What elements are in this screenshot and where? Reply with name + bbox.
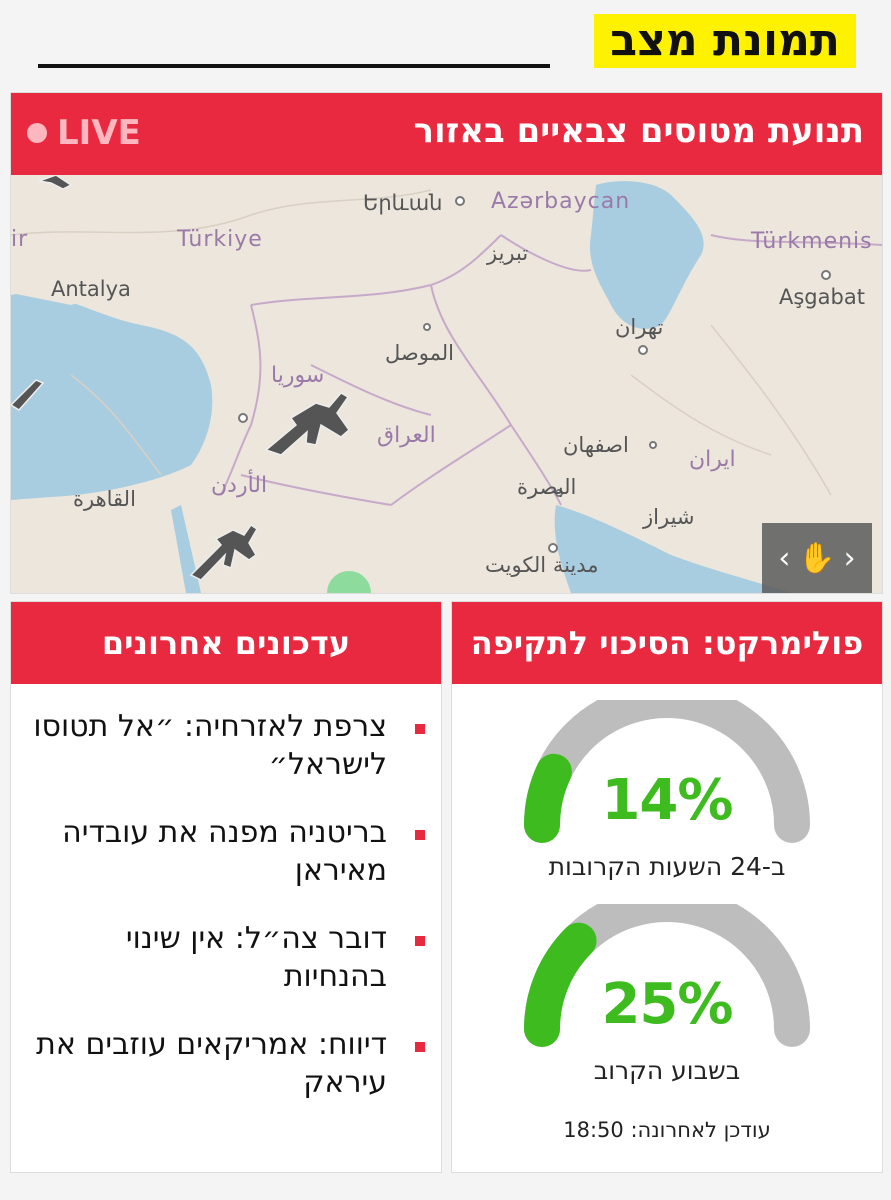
hand-icon: ✋ xyxy=(798,540,836,576)
live-dot-icon xyxy=(27,123,47,143)
map-label-left-edge: ir xyxy=(11,227,29,252)
update-item[interactable]: דובר צה״ל: אין שינוי בהנחיות xyxy=(31,920,425,996)
map-label-antalya: Antalya xyxy=(51,277,131,301)
map-label-kuwait: مدينة الكويت xyxy=(485,553,599,577)
map-label-asgabat: Aşgabat xyxy=(779,285,865,309)
polymarket-card: פולימרקט: הסיכוי לתקיפה 14% ב-24 השעות ה… xyxy=(451,601,883,1173)
header-divider xyxy=(38,64,550,68)
map-label-shiraz: شیراز xyxy=(643,505,695,529)
map-label-basra: البصرة xyxy=(517,475,577,499)
map-label-iran: ایران xyxy=(689,447,736,472)
map-label-mosul: الموصل xyxy=(385,341,454,365)
last-updated: עודכן לאחרונה: 18:50 xyxy=(563,1118,771,1142)
gauge-value: 14% xyxy=(601,768,733,833)
chevron-right-icon: › xyxy=(843,540,856,576)
gauge-caption: בשבוע הקרוב xyxy=(593,1056,741,1085)
update-item[interactable]: בריטניה מפנה את עובדיה מאיראן xyxy=(31,814,425,890)
update-item[interactable]: דיווח: אמריקאים עוזבים את עיראק xyxy=(31,1026,425,1102)
live-label: LIVE xyxy=(57,113,141,153)
map-label-azerbaycan: Azərbaycan xyxy=(491,189,631,214)
gauge-24h: 14% ב-24 השעות הקרובות xyxy=(522,700,812,881)
map-label-jordan: الأردن xyxy=(211,473,268,498)
map-label-tabriz: تبریز xyxy=(487,241,529,265)
map-label-syria: سوريا xyxy=(271,363,325,388)
map-label-turkiye: Türkiye xyxy=(177,227,263,252)
map-background xyxy=(11,175,882,593)
map-label-tehran: تهران xyxy=(615,315,664,339)
map-label-cairo: القاهرة xyxy=(73,487,136,511)
updates-card-header: עדכונים אחרונים xyxy=(11,602,441,684)
map-card-header: תנועת מטוסים צבאיים באזור LIVE xyxy=(11,93,882,175)
gauge-caption: ב-24 השעות הקרובות xyxy=(548,852,786,881)
gauge-week: 25% בשבוע הקרוב xyxy=(522,904,812,1085)
gauge-value: 25% xyxy=(601,972,733,1037)
latest-updates-card: עדכונים אחרונים צרפת לאזרחיה: ״אל תטוסו … xyxy=(10,601,442,1173)
page-title: תמונת מצב xyxy=(594,14,856,68)
map-label-isfahan: اصفهان xyxy=(563,433,629,457)
update-item[interactable]: צרפת לאזרחיה: ״אל תטוסו לישראל״ xyxy=(31,708,425,784)
aircraft-icon xyxy=(11,175,351,581)
updates-list: צרפת לאזרחיה: ״אל תטוסו לישראל״ בריטניה … xyxy=(11,684,441,1102)
map-card-title: תנועת מטוסים צבאיים באזור xyxy=(413,111,864,151)
gauge-arc xyxy=(524,700,810,843)
map-label-yerevan: Երևան xyxy=(363,191,443,215)
map-label-iraq: العراق xyxy=(377,423,436,448)
live-indicator: LIVE xyxy=(27,113,141,153)
page-header: תמונת מצב xyxy=(0,0,891,80)
polymarket-title: פולימרקט: הסיכוי לתקיפה xyxy=(470,624,864,662)
gauge-arc xyxy=(524,904,810,1047)
updates-title: עדכונים אחרונים xyxy=(101,624,351,662)
map-label-turkmenistan: Türkmenis xyxy=(751,229,873,254)
polymarket-card-header: פולימרקט: הסיכוי לתקיפה xyxy=(452,602,882,684)
map-pan-control[interactable]: ‹ ✋ › xyxy=(762,523,872,593)
flight-map[interactable]: Երևան Azərbaycan Türkiye Türkmenis ir تب… xyxy=(11,175,882,593)
chevron-left-icon: ‹ xyxy=(778,540,791,576)
aircraft-map-card: תנועת מטוסים צבאיים באזור LIVE xyxy=(10,92,883,594)
